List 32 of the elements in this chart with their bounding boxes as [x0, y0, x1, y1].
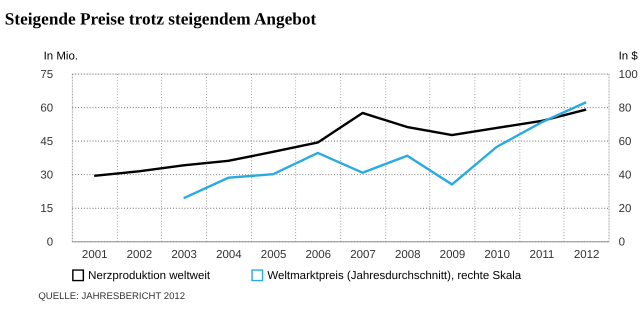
- x-tick-label: 2008: [394, 249, 421, 262]
- legend-label: Weltmarktpreis (Jahresdurchschnitt), rechte Skala: [267, 270, 522, 282]
- y-tick-label: 15: [40, 203, 54, 216]
- x-tick-label: 2004: [216, 249, 242, 262]
- source-note: QUELLE: JAHRESBERICHT 2012: [38, 290, 186, 302]
- y-tick-label: 0: [46, 236, 54, 249]
- x-tick-label: 2011: [530, 249, 554, 262]
- x-tick-label: 2001: [82, 249, 108, 262]
- y-axis-title: In Mio.: [44, 50, 78, 63]
- line-series: [93, 108, 588, 177]
- y2-tick-label: 80: [618, 102, 632, 114]
- x-tick-label: 2012: [574, 249, 600, 262]
- x-tick-label: 2005: [260, 249, 286, 262]
- y2-tick-label: 20: [618, 203, 632, 216]
- x-tick-label: 2002: [126, 249, 152, 262]
- x-tick-label: 2007: [350, 249, 376, 262]
- legend-label: Nerzproduktion weltweit: [88, 270, 211, 282]
- x-tick-label: 2003: [171, 249, 197, 262]
- x-tick-label: 2010: [484, 249, 510, 262]
- y-tick-label: 30: [40, 170, 54, 182]
- y2-tick-label: 60: [618, 136, 632, 148]
- y-tick-label: 45: [40, 136, 54, 148]
- line-series: [182, 101, 588, 200]
- y-tick-label: 75: [40, 68, 54, 81]
- x-tick-label: 2006: [306, 249, 332, 262]
- y-tick-label: 60: [40, 102, 54, 114]
- y2-tick-label: 100: [618, 68, 638, 81]
- y2-tick-label: 0: [618, 236, 625, 249]
- chart-title: Steigende Preise trotz steigendem Angebot: [4, 10, 316, 29]
- y2-axis-title: In $: [618, 50, 638, 63]
- x-tick-label: 2009: [440, 249, 466, 262]
- y2-tick-label: 40: [618, 170, 632, 182]
